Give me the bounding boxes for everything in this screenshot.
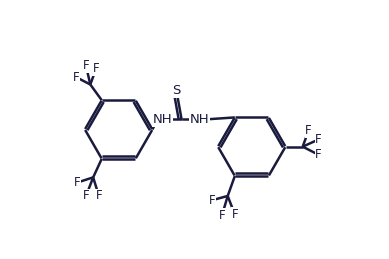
Text: F: F bbox=[96, 190, 102, 203]
Text: F: F bbox=[315, 148, 322, 161]
Text: F: F bbox=[83, 190, 89, 203]
Text: F: F bbox=[305, 124, 312, 138]
Text: NH: NH bbox=[152, 113, 172, 126]
Text: F: F bbox=[73, 71, 80, 84]
Text: S: S bbox=[172, 84, 180, 97]
Text: NH: NH bbox=[189, 113, 209, 126]
Text: F: F bbox=[93, 62, 99, 75]
Text: F: F bbox=[315, 133, 322, 146]
Text: F: F bbox=[231, 208, 238, 221]
Text: F: F bbox=[219, 209, 225, 222]
Text: F: F bbox=[209, 194, 215, 207]
Text: F: F bbox=[74, 176, 81, 189]
Text: F: F bbox=[83, 59, 89, 73]
